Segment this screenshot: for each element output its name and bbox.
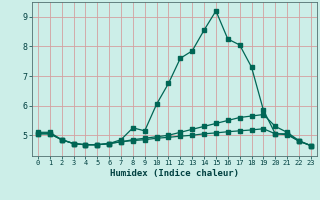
X-axis label: Humidex (Indice chaleur): Humidex (Indice chaleur) (110, 169, 239, 178)
